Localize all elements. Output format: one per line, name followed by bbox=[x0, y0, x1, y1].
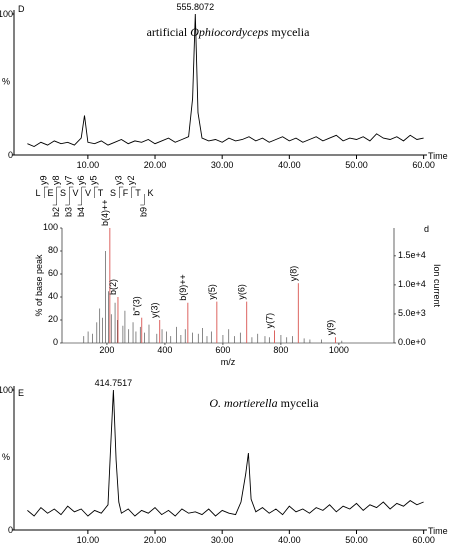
y2-tick-label: 1.5e+4 bbox=[398, 250, 426, 260]
sequence-letter: T bbox=[135, 188, 141, 198]
y-tick-label: 0 bbox=[53, 337, 58, 347]
sequence-letter: F bbox=[123, 188, 129, 198]
title-part: O. mortierella bbox=[209, 396, 277, 410]
peak-annotation: y(8) bbox=[288, 266, 298, 282]
panel-label: d bbox=[424, 224, 429, 234]
x-axis-label: Time bbox=[428, 526, 448, 536]
x-tick-label: 60.00 bbox=[412, 535, 435, 545]
y-ion-label: y6 bbox=[76, 175, 86, 185]
y-tick-label: 0 bbox=[8, 525, 13, 535]
b-ion-label: b4 bbox=[76, 207, 86, 217]
y2-tick-label: 1.0e+4 bbox=[398, 279, 426, 289]
x-tick-label: 20.00 bbox=[144, 160, 167, 170]
x-tick-label: 50.00 bbox=[345, 160, 368, 170]
peak-annotation: 555.8072 bbox=[177, 2, 215, 12]
panel-title: O. mortierella mycelia bbox=[209, 396, 319, 410]
y-ion-label: y5 bbox=[88, 175, 98, 185]
peak-annotation: y(5) bbox=[207, 284, 217, 300]
y2-tick-label: 5.0e+3 bbox=[398, 308, 426, 318]
x-tick-label: 800 bbox=[273, 345, 288, 355]
y-ion-label: y2 bbox=[126, 175, 136, 185]
y-axis-label: % bbox=[2, 452, 10, 462]
peak-annotation: y(9) bbox=[325, 320, 335, 336]
x-tick-label: 40.00 bbox=[278, 160, 301, 170]
x-tick-label: 30.00 bbox=[211, 160, 234, 170]
y2-tick-label: 0.0e+0 bbox=[398, 337, 426, 347]
y-tick-label: 100 bbox=[0, 385, 13, 395]
sequence-letter: K bbox=[147, 188, 153, 198]
x-tick-label: 50.00 bbox=[345, 535, 368, 545]
y-tick-label: 100 bbox=[0, 9, 13, 19]
peak-annotation: y(7) bbox=[265, 313, 275, 329]
b-ion-label: b3 bbox=[63, 207, 73, 217]
y-axis-label: % bbox=[2, 77, 10, 87]
x-tick-label: 30.00 bbox=[211, 535, 234, 545]
peak-annotation: y(6) bbox=[237, 284, 247, 300]
panel-title: artificial Ophiocordyceps mycelia bbox=[147, 25, 310, 39]
x-tick-label: 40.00 bbox=[278, 535, 301, 545]
sequence-letter: L bbox=[35, 188, 40, 198]
peak-annotation: y(3) bbox=[150, 302, 160, 318]
y-tick-label: 100 bbox=[43, 222, 58, 232]
x-tick-label: 1000 bbox=[329, 345, 349, 355]
sequence-letter: S bbox=[60, 188, 66, 198]
trace bbox=[27, 13, 424, 148]
title-part: mycelia bbox=[278, 396, 320, 410]
peak-annotation: b(4)++ bbox=[100, 199, 110, 226]
y-ion-label: y8 bbox=[51, 175, 61, 185]
title-part: artificial bbox=[147, 25, 191, 39]
panel-label: E bbox=[18, 388, 24, 398]
x-tick-label: 600 bbox=[215, 345, 230, 355]
y-ion-label: y7 bbox=[63, 175, 73, 185]
sequence-letter: V bbox=[72, 188, 78, 198]
x-tick-label: 60.00 bbox=[412, 160, 435, 170]
title-part: mycelia bbox=[268, 25, 310, 39]
x-tick-label: 10.00 bbox=[77, 535, 100, 545]
x-tick-label: 200 bbox=[99, 345, 114, 355]
x-tick-label: 400 bbox=[157, 345, 172, 355]
b-ion-label: b2 bbox=[51, 207, 61, 217]
panel-label: D bbox=[18, 4, 25, 14]
y2-axis-label: Ion current bbox=[432, 264, 442, 308]
peak-annotation: b''(3) bbox=[132, 296, 142, 315]
sequence-letter: V bbox=[85, 188, 91, 198]
sequence-letter: E bbox=[47, 188, 53, 198]
trace bbox=[27, 389, 424, 517]
y-tick-label: 0 bbox=[8, 150, 13, 160]
title-part: Ophiocordyceps bbox=[190, 25, 269, 39]
x-axis-label: Time bbox=[428, 151, 448, 161]
y-tick-label: 60 bbox=[48, 268, 58, 278]
x-tick-label: 20.00 bbox=[144, 535, 167, 545]
x-tick-label: 10.00 bbox=[77, 160, 100, 170]
sequence-letter: T bbox=[98, 188, 104, 198]
y-axis-label: % of base peak bbox=[34, 254, 44, 317]
sequence-letter: S bbox=[110, 188, 116, 198]
x-axis-label: m/z bbox=[221, 357, 236, 367]
y-tick-label: 20 bbox=[48, 314, 58, 324]
peak-annotation: b(9)++ bbox=[178, 274, 188, 301]
y-tick-label: 40 bbox=[48, 291, 58, 301]
b-ion-label: b9 bbox=[138, 207, 148, 217]
peak-annotation: b(2) bbox=[108, 279, 118, 295]
y-ion-label: y9 bbox=[38, 175, 48, 185]
peak-annotation: 414.7517 bbox=[95, 378, 133, 388]
y-tick-label: 80 bbox=[48, 245, 58, 255]
y-ion-label: y3 bbox=[113, 175, 123, 185]
